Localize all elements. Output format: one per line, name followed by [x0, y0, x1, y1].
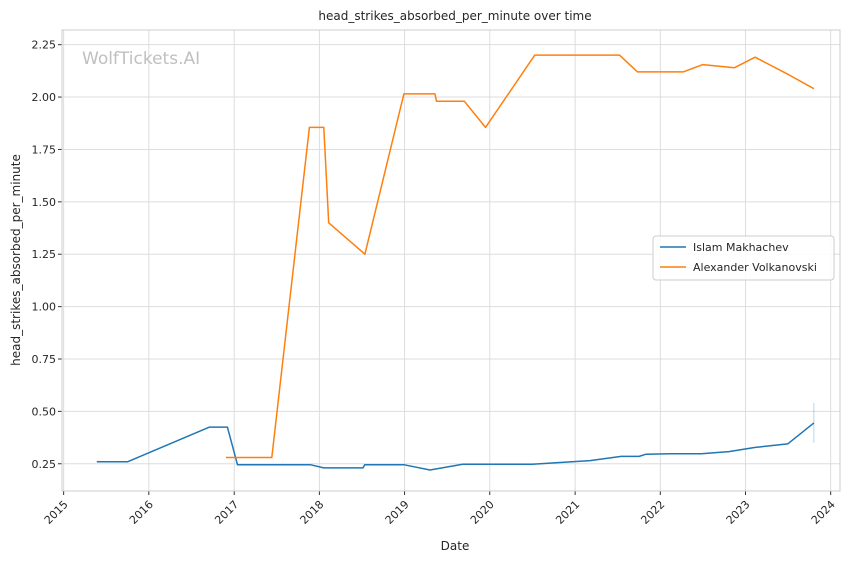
y-tick-label: 0.25	[32, 458, 57, 471]
x-tick-label: 2023	[724, 498, 753, 527]
x-tick-label: 2016	[127, 498, 156, 527]
series-line-islam-makhachev	[96, 422, 815, 471]
chart-title: head_strikes_absorbed_per_minute over ti…	[318, 9, 591, 23]
x-tick-label: 2018	[298, 498, 327, 527]
x-tick-label: 2015	[42, 498, 71, 527]
x-axis-label: Date	[441, 539, 470, 553]
series-layer	[96, 54, 815, 471]
y-tick-label: 1.75	[32, 143, 57, 156]
y-tick-label: 1.50	[32, 196, 57, 209]
y-tick-label: 2.00	[32, 91, 57, 104]
series-line-alexander-volkanovski	[226, 54, 815, 459]
y-tick-label: 0.75	[32, 353, 57, 366]
legend-label-islam-makhachev: Islam Makhachev	[693, 241, 789, 254]
legend-label-alexander-volkanovski: Alexander Volkanovski	[693, 261, 817, 274]
x-tick-label: 2024	[809, 498, 838, 527]
y-axis-label: head_strikes_absorbed_per_minute	[9, 154, 23, 366]
watermark-text: WolfTickets.AI	[82, 49, 200, 69]
y-tick-label: 1.00	[32, 301, 57, 314]
legend: Islam Makhachev Alexander Volkanovski	[652, 235, 835, 281]
y-tick-label: 2.25	[32, 39, 57, 52]
x-tick-label: 2019	[383, 498, 412, 527]
y-tick-label: 1.25	[32, 248, 57, 261]
x-tick-label: 2020	[468, 498, 497, 527]
x-tick-label: 2017	[212, 498, 241, 527]
x-tick-label: 2021	[553, 498, 582, 527]
y-tick-label: 0.50	[32, 405, 57, 418]
plot-frame	[61, 29, 841, 492]
legend-box	[652, 235, 835, 281]
x-tick-label: 2022	[638, 498, 667, 527]
